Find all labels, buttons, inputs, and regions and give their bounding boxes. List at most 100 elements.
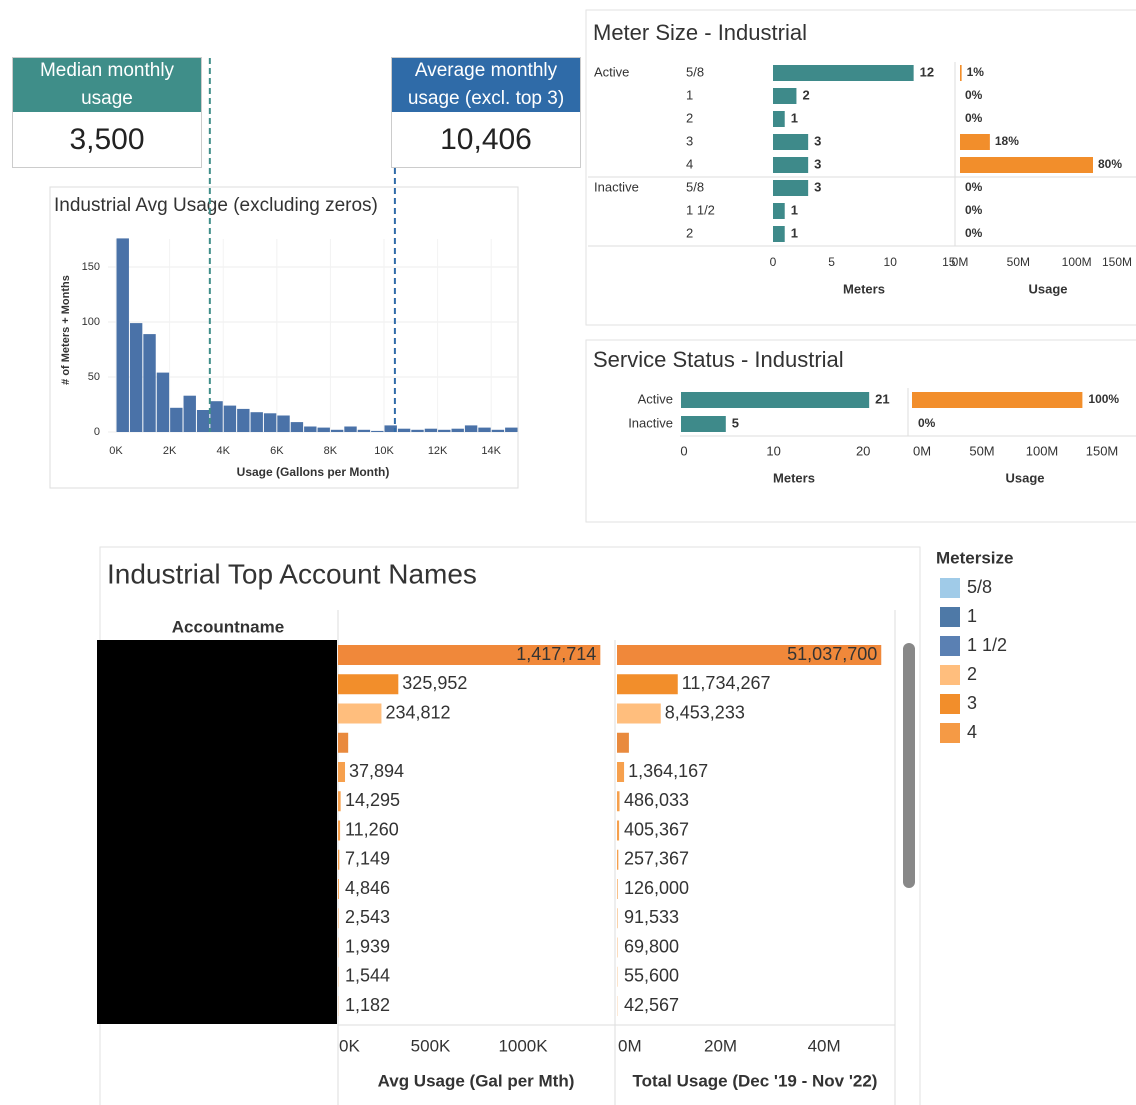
row-label: 4 [686, 156, 693, 171]
x-tick-label: 0M [618, 1036, 642, 1055]
y-tick-label: 50 [88, 371, 100, 383]
bar [617, 879, 618, 899]
x-tick-label: 15 [942, 255, 956, 269]
legend-swatch [940, 636, 960, 656]
meters-bar [773, 203, 785, 219]
data-label: 0% [965, 203, 983, 217]
legend-label: 5/8 [967, 577, 992, 597]
bar [617, 645, 882, 665]
x-tick-label: 50M [969, 443, 994, 458]
histogram-bar [371, 430, 384, 432]
bar [617, 849, 619, 870]
bar [338, 674, 399, 695]
x-tick-label: 100M [1062, 255, 1092, 269]
scrollbar[interactable] [903, 643, 915, 888]
legend-swatch [940, 665, 960, 685]
x-tick-label: 1000K [498, 1036, 548, 1055]
data-label: 5 [732, 415, 739, 430]
redacted-names [97, 640, 337, 1024]
data-label: 1 [791, 110, 798, 125]
histogram-bar [464, 425, 478, 432]
data-label: 2,543 [345, 907, 390, 927]
data-label: 11,260 [345, 819, 399, 839]
bar [617, 820, 620, 841]
x-tick-label: 100M [1026, 443, 1059, 458]
x-tick-label: 0 [770, 255, 777, 269]
x-tick-label: 12K [428, 445, 448, 457]
data-label: 0% [965, 180, 983, 194]
histogram-bar [210, 401, 223, 432]
meters-bar [773, 65, 914, 81]
data-label: 325,952 [402, 673, 467, 693]
bar [338, 849, 340, 870]
bar [338, 762, 346, 782]
usage-bar [960, 157, 1093, 173]
histogram-bar [250, 412, 263, 432]
data-label: 18% [995, 134, 1019, 148]
x-tick-label: 40M [808, 1036, 841, 1055]
bar [338, 732, 349, 753]
bar [338, 703, 382, 724]
data-label: 3 [814, 133, 821, 148]
data-label: 1,417,714 [516, 644, 596, 664]
data-label: 3 [814, 156, 821, 171]
data-label: 0% [918, 416, 936, 430]
histogram-bar [478, 427, 491, 432]
x-tick-label: 10 [884, 255, 898, 269]
group-label: Inactive [594, 179, 639, 194]
legend-swatch [940, 694, 960, 714]
histogram-bar [116, 238, 129, 432]
meters-bar [773, 134, 809, 150]
histogram-bar [424, 428, 438, 432]
x-tick-label: 0K [339, 1036, 360, 1055]
data-label: 37,894 [349, 761, 404, 781]
legend-swatch [940, 607, 960, 627]
histogram-bar [156, 372, 170, 432]
row-label: 2 [686, 110, 693, 125]
data-label: 1% [967, 65, 985, 79]
data-label: 12 [920, 64, 934, 79]
x-axis-title: Meters [773, 470, 815, 485]
column-header: Accountname [172, 617, 284, 636]
data-label: 11,734,267 [682, 673, 771, 693]
bar [617, 791, 620, 812]
row-label: 3 [686, 133, 693, 148]
kpi-value: 3,500 [69, 123, 145, 156]
meters-bar [681, 416, 726, 432]
x-tick-label: 2K [163, 445, 177, 457]
kpi-label: Average monthly usage (excl. top 3) [392, 58, 580, 112]
x-tick-label: 8K [324, 445, 338, 457]
x-tick-label: 0 [680, 443, 687, 458]
row-label: 5/8 [686, 64, 704, 79]
histogram-bar [438, 429, 451, 432]
y-axis-title: # of Meters + Months [60, 275, 72, 385]
kpi-card: Average monthly usage (excl. top 3) 10,4… [391, 57, 581, 168]
x-tick-label: 0K [109, 445, 123, 457]
y-tick-label: 100 [82, 316, 100, 328]
chart-title: Meter Size - Industrial [593, 20, 807, 45]
row-label: 5/8 [686, 179, 704, 194]
histogram-bar [143, 334, 156, 432]
y-tick-label: 0 [94, 426, 100, 438]
bar [338, 820, 341, 841]
row-label: Active [638, 391, 673, 406]
usage-bar [960, 134, 990, 150]
data-label: 14,295 [345, 790, 400, 810]
x-tick-label: 150M [1102, 255, 1132, 269]
x-tick-label: 50M [1007, 255, 1030, 269]
chart-title: Service Status - Industrial [593, 347, 844, 372]
meters-bar [773, 226, 785, 242]
x-tick-label: 500K [411, 1036, 451, 1055]
data-label: 1 [791, 202, 798, 217]
histogram-bar [277, 415, 290, 432]
usage-bar [960, 65, 962, 81]
chart-title: Industrial Avg Usage (excluding zeros) [54, 195, 378, 216]
data-label: 80% [1098, 157, 1122, 171]
legend-label: 2 [967, 664, 977, 684]
data-label: 405,367 [624, 819, 689, 839]
histogram-bar [290, 422, 304, 432]
legend-label: 1 [967, 606, 977, 626]
data-label: 257,367 [624, 849, 689, 869]
data-label: 1,364,167 [628, 761, 708, 781]
